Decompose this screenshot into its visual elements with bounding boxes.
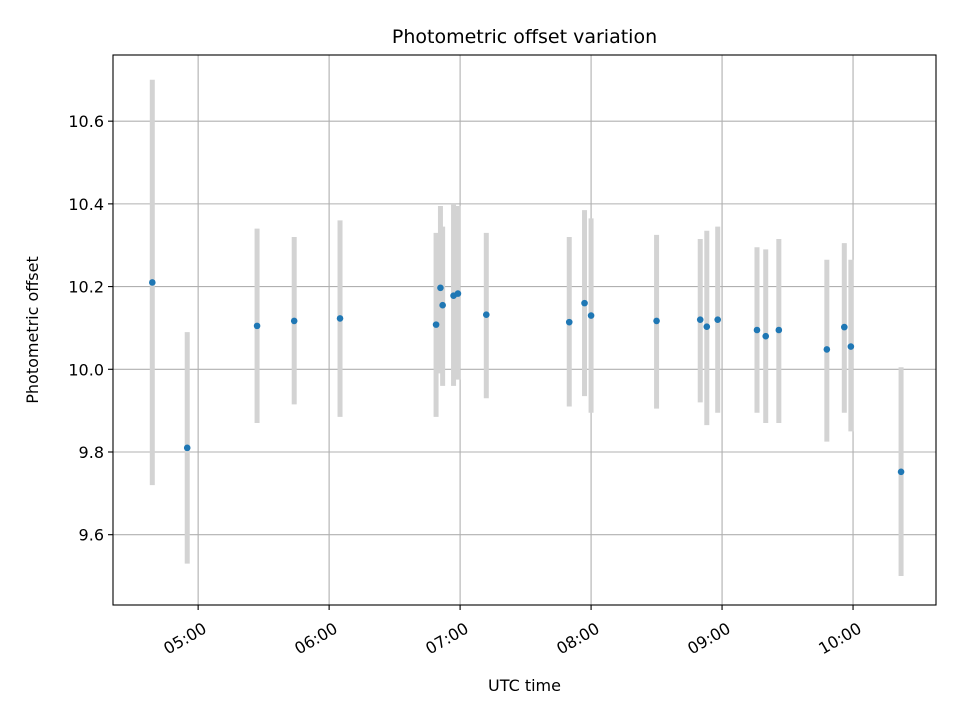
data-point bbox=[581, 299, 588, 307]
data-point bbox=[696, 316, 704, 323]
plot-frame bbox=[112, 54, 937, 606]
data-point bbox=[439, 301, 446, 309]
plot-area-background bbox=[113, 55, 936, 605]
data-point bbox=[253, 322, 261, 330]
data-point bbox=[653, 317, 660, 325]
y-tick-label: 10.4 bbox=[68, 195, 104, 214]
chart-title: Photometric offset variation bbox=[392, 26, 657, 48]
data-point bbox=[587, 312, 595, 319]
y-tick-label: 9.8 bbox=[79, 443, 104, 462]
data-point bbox=[148, 279, 156, 286]
data-point bbox=[432, 321, 440, 328]
data-point bbox=[437, 284, 444, 292]
data-point bbox=[565, 318, 573, 326]
data-point bbox=[841, 323, 848, 331]
y-tick-label: 9.6 bbox=[79, 526, 104, 545]
data-point bbox=[454, 290, 462, 297]
y-tick-label: 10.2 bbox=[68, 278, 104, 297]
y-tick-label: 10.6 bbox=[68, 112, 104, 131]
data-points bbox=[148, 279, 905, 476]
data-point bbox=[762, 332, 770, 340]
data-point bbox=[823, 346, 831, 353]
data-point bbox=[290, 317, 298, 325]
data-point bbox=[775, 326, 783, 334]
x-axis-label: UTC time bbox=[488, 676, 561, 695]
data-point bbox=[753, 326, 761, 334]
data-point bbox=[897, 468, 905, 476]
data-point bbox=[703, 323, 711, 330]
data-point bbox=[847, 343, 855, 350]
data-point bbox=[183, 444, 191, 452]
y-tick-label: 10.0 bbox=[68, 360, 104, 379]
y-axis-label: Photometric offset bbox=[23, 256, 42, 404]
data-point bbox=[482, 311, 490, 318]
data-point bbox=[336, 315, 344, 322]
data-point bbox=[714, 316, 721, 323]
